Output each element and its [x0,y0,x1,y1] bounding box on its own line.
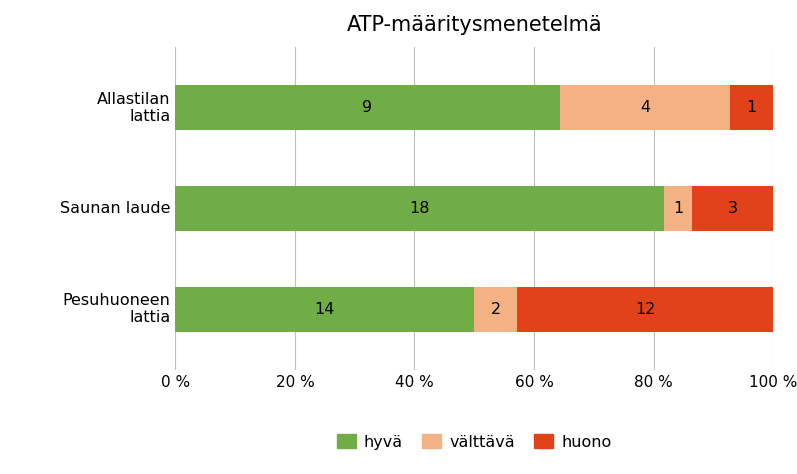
Text: 3: 3 [728,201,737,216]
Bar [559,85,730,130]
Bar [175,85,559,130]
Text: 1: 1 [747,100,757,115]
Text: 2: 2 [490,302,501,317]
Bar [175,287,474,332]
Bar [730,85,773,130]
Bar [474,287,517,332]
Legend: hyvä, välttävä, huono: hyvä, välttävä, huono [329,426,619,457]
Text: 14: 14 [315,302,335,317]
Text: 1: 1 [673,201,683,216]
Text: 12: 12 [635,302,655,317]
Text: 9: 9 [363,100,372,115]
Text: 4: 4 [640,100,650,115]
Bar [692,186,773,231]
Bar [175,186,665,231]
Bar [517,287,773,332]
Title: ATP-määritysmenetelmä: ATP-määritysmenetelmä [347,15,602,35]
Text: 18: 18 [410,201,430,216]
Bar [665,186,692,231]
